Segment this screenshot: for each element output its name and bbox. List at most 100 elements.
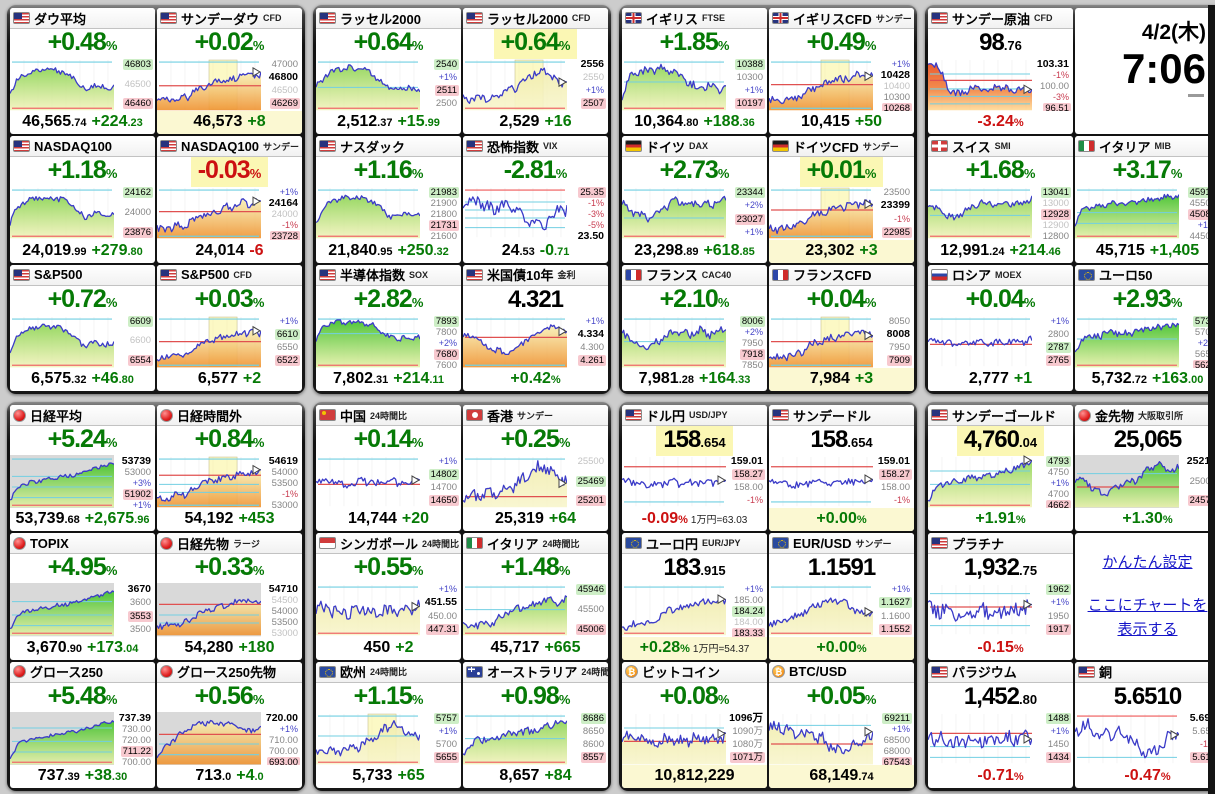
axis-label: 6522 (274, 354, 300, 366)
panel-bitcoin[interactable]: ビットコイン+0.08%1096万1090万1080万1071万10,812,2… (622, 661, 767, 788)
sg-flag-icon (319, 537, 336, 550)
panel-france-cac40[interactable]: フランス CAC40 +2.10% 8006 +2% 7950 7918 7850 7,981.… (622, 264, 767, 391)
us-flag-icon (160, 12, 177, 24)
panel-header: EUR/USD サンデー (769, 533, 914, 555)
main-change-value: +0.02 (194, 28, 254, 56)
panel-nasdaq100[interactable]: NASDAQ100 +1.18% 24162 24000 23876 24,019.99 +… (10, 136, 155, 263)
price-and-change: 12,991.24 +214.46 (928, 240, 1073, 263)
axis-labels: 21983 21900 21800 21731 21600 (420, 186, 461, 240)
main-change-row: +0.08% (622, 682, 767, 712)
panel-platinum[interactable]: プラチナ 1,932.75 1962 +1% 1950 1917 -0.15% (928, 533, 1073, 660)
panel-growth250-futures[interactable]: グロース250先物 +0.56% 720.00 +1% 710.00 700.00 693.… (157, 661, 302, 788)
main-change-row: +1.16% (316, 157, 461, 186)
panel-eurjpy[interactable]: ユーロ円 EUR/JPY 183.915 +1% 185.00 184.24 184.00 1… (622, 533, 767, 660)
chart-row: 25213 25000 24570 (1075, 455, 1215, 509)
panel-title: ユーロ50 (1099, 268, 1153, 284)
panel-us10y[interactable]: 米国債10年 金利 4.321 +1% 4.334 4.300 4.261 +0.42% (463, 264, 608, 391)
panel-palladium[interactable]: パラジウム 1,452.80 1488 +1% 1450 1434 -0.71% (928, 661, 1073, 788)
panel-russell2000-cfd[interactable]: ラッセル2000 CFD +0.64% 2556 2550 +1% 2507 2,529 +16 (463, 8, 608, 135)
panel-france-cfd[interactable]: フランスCFD +0.04% 8050 8008 7950 7909 7,984 +3 (769, 264, 914, 391)
panel-header: S&P500 (10, 264, 155, 286)
panel-germany-cfd-sunday[interactable]: ドイツCFD サンデー +0.01% 23500 23399 -1% 22985 23,302… (769, 136, 914, 263)
panel-topix[interactable]: TOPIX +4.95% 3670 3600 3553 3500 3,670.90 +173.… (10, 533, 155, 660)
panel-italy-24h[interactable]: イタリア 24時間比 +1.48% 45946 45500 45006 45,717 +665 (463, 533, 608, 660)
panel-subtitle: CFD (571, 13, 591, 23)
axis-label: 183.33 (731, 628, 765, 637)
axis-labels: 5757 +1% 5700 5655 (420, 712, 461, 765)
panel-usdjpy[interactable]: ドル円 USD/JPY 158.654 159.01 158.27 158.00 -1% -0… (622, 405, 767, 532)
panel-sunday-gold[interactable]: サンデーゴールド 4,760.04 4793 4750 +1% 4700 4662 +1.91… (928, 405, 1073, 532)
screen-edge-strip (1208, 5, 1215, 794)
axis-label: 21731 (428, 220, 459, 232)
panel-nikkei-afterhours[interactable]: 日経時間外+0.84%546195400053500-1%53000526795… (157, 405, 302, 532)
bottom-value: 46,565 (22, 113, 72, 131)
sparkline-chart (769, 713, 873, 764)
easy-setup-link[interactable]: かんたん設定 (1102, 554, 1193, 572)
bottom-value: 6,577 (197, 370, 238, 387)
axis-labels: +1% 451.55 450.00 447.31 (420, 583, 461, 636)
axis-label: 720.00 (121, 734, 151, 746)
bottom-value-decimal: .74 (858, 771, 874, 783)
panel-russell2000[interactable]: ラッセル2000 +0.64% 2540 +1% 2511 2500 2,512.37 +15… (316, 8, 461, 135)
panel-sunday-oil-cfd[interactable]: サンデー原油 CFD 98.76 103.31 -1% 100.00 -3% 96.51 -3.… (928, 8, 1073, 135)
panel-gold-futures[interactable]: 金先物 大阪取引所 25,065 25213 25000 24570 +1.30% (1075, 405, 1215, 532)
panel-sunday-dollar[interactable]: サンデードル 158.654 159.01 158.27 158.00 -1% +0.00% (769, 405, 914, 532)
panel-eurusd-sunday[interactable]: EUR/USD サンデー 1.1591 +1% 1.1627 1.1600 1.1552 +0… (769, 533, 914, 660)
main-change-row: +0.04% (769, 285, 914, 315)
panel-sox[interactable]: 半導体指数 SOX +2.82% 7893 7800 +2% 7680 7600 7,802.3… (316, 264, 461, 391)
main-change-row: +0.01% (769, 157, 914, 188)
main-change: 158.654 (810, 426, 872, 456)
axis-label: 1488 (1045, 712, 1071, 724)
panel-russia-moex[interactable]: ロシア MOEX +0.04% +1% 2800 2787 2765 2,777 +1 (928, 264, 1073, 391)
axis-label: 14700 (430, 482, 457, 494)
jp-flag-icon (13, 408, 26, 422)
bottom-value: 53,739 (15, 510, 65, 528)
panel-dow[interactable]: ダウ平均 +0.48% 46803 46500 46460 46,565.74 +224.2… (10, 8, 155, 135)
panel-btcusd[interactable]: BTC/USD+0.05%69211+1%68500680006754368,1… (769, 661, 914, 788)
panel-hongkong-sunday[interactable]: 香港 サンデー +0.25% 25500 25469 25201 25,319 +64 (463, 405, 608, 532)
panel-germany-dax[interactable]: ドイツ DAX +2.73% 23344 +2% 23027 +1% 23,298.89 +61… (622, 136, 767, 263)
panel-euro50[interactable]: ユーロ50+2.93%57355700+2%5650562156005,732.… (1075, 264, 1215, 391)
panel-italy-mib[interactable]: イタリア MIB +3.17% 45910 45500 45084 +1% 44500 45,7… (1075, 136, 1215, 263)
hk-flag-icon (466, 409, 483, 421)
panel-nikkei-futures[interactable]: 日経先物ラージ+0.33%547105450054000535005300052… (157, 533, 302, 660)
panel-sp500[interactable]: S&P500 +0.72% 6609 6600 6554 6,575.32 +46.80 (10, 264, 155, 391)
panel-vix[interactable]: 恐怖指数 VIX -2.81% 25.35 -1% -3% -5% 23.50 24.53 -0.… (463, 136, 608, 263)
main-change-value: +0.56 (194, 681, 254, 710)
panel-uk-ftse[interactable]: イギリス FTSE +1.85% 10388 10300 +1% 10197 10,364.8… (622, 8, 767, 135)
panel-china[interactable]: 中国 24時間比 +0.14% +1% 14802 14700 14650 14,744 +20 (316, 405, 461, 532)
axis-label: 22985 (881, 226, 912, 238)
panel-title: イギリスCFD (793, 11, 872, 27)
panel-swiss-smi[interactable]: スイス SMI +1.68% 13041 13000 12928 12900 12800 12,… (928, 136, 1073, 263)
axis-label: -1% (281, 220, 298, 231)
panel-europe-24h[interactable]: 欧州 24時間比 +1.15% 5757 +1% 5700 5655 5,733 +65 (316, 661, 461, 788)
main-change-unit: % (411, 563, 424, 579)
bottom-value: -0.09 (641, 510, 679, 528)
axis-labels: 45946 45500 45006 (567, 583, 608, 636)
panel-sp500-cfd[interactable]: S&P500 CFD +0.03% +1% 6610 6550 6522 6,577 +2 (157, 264, 302, 391)
market-group-grid: 日経平均 +5.24% 53739 53000 +3% 51902 +1% 53,739.68… (10, 405, 302, 788)
panel-australia-24h[interactable]: オーストラリア24時間比+0.98%86868650860085578,657+… (463, 661, 608, 788)
axis-label: +3% (132, 478, 151, 488)
panel-nasdaq100-sunday[interactable]: NASDAQ100 サンデー -0.03% +1% 24164 24000 -1% 23728… (157, 136, 302, 263)
axis-label: +1% (1197, 220, 1215, 231)
panel-uk-cfd-sunday[interactable]: イギリスCFD サンデー +0.49% +1% 10428 10400 10300 10268… (769, 8, 914, 135)
main-change: +2.82% (354, 285, 424, 316)
panel-singapore[interactable]: シンガポール 24時間比 +0.55% +1% 451.55 450.00 447.31 45… (316, 533, 461, 660)
axis-label: 10428 (880, 69, 910, 81)
panel-sunday-dow-cfd[interactable]: サンデーダウ CFD +0.02% 47000 46800 46500 46269 46,57… (157, 8, 302, 135)
main-change-row: +5.24% (10, 426, 155, 455)
panel-nikkei[interactable]: 日経平均 +5.24% 53739 53000 +3% 51902 +1% 53,739.68… (10, 405, 155, 532)
panel-growth250[interactable]: グロース250 +5.48% 737.39 730.00 720.00 711.22 700… (10, 661, 155, 788)
panel-nasdaq[interactable]: ナスダック +1.16% 21983 21900 21800 21731 21600 21,8… (316, 136, 461, 263)
axis-label: 2550 (582, 72, 604, 84)
show-chart-here-link[interactable]: ここにチャートを 表示する (1088, 594, 1208, 642)
panel-subtitle: サンデー (855, 538, 892, 549)
price-and-change: 6,575.32 +46.80 (10, 368, 155, 391)
axis-label: 2507 (580, 98, 606, 110)
bottom-note: 1万円=54.37 (692, 643, 750, 655)
bottom-change-decimal: .32 (433, 245, 449, 258)
sparkline-chart (1075, 188, 1179, 239)
